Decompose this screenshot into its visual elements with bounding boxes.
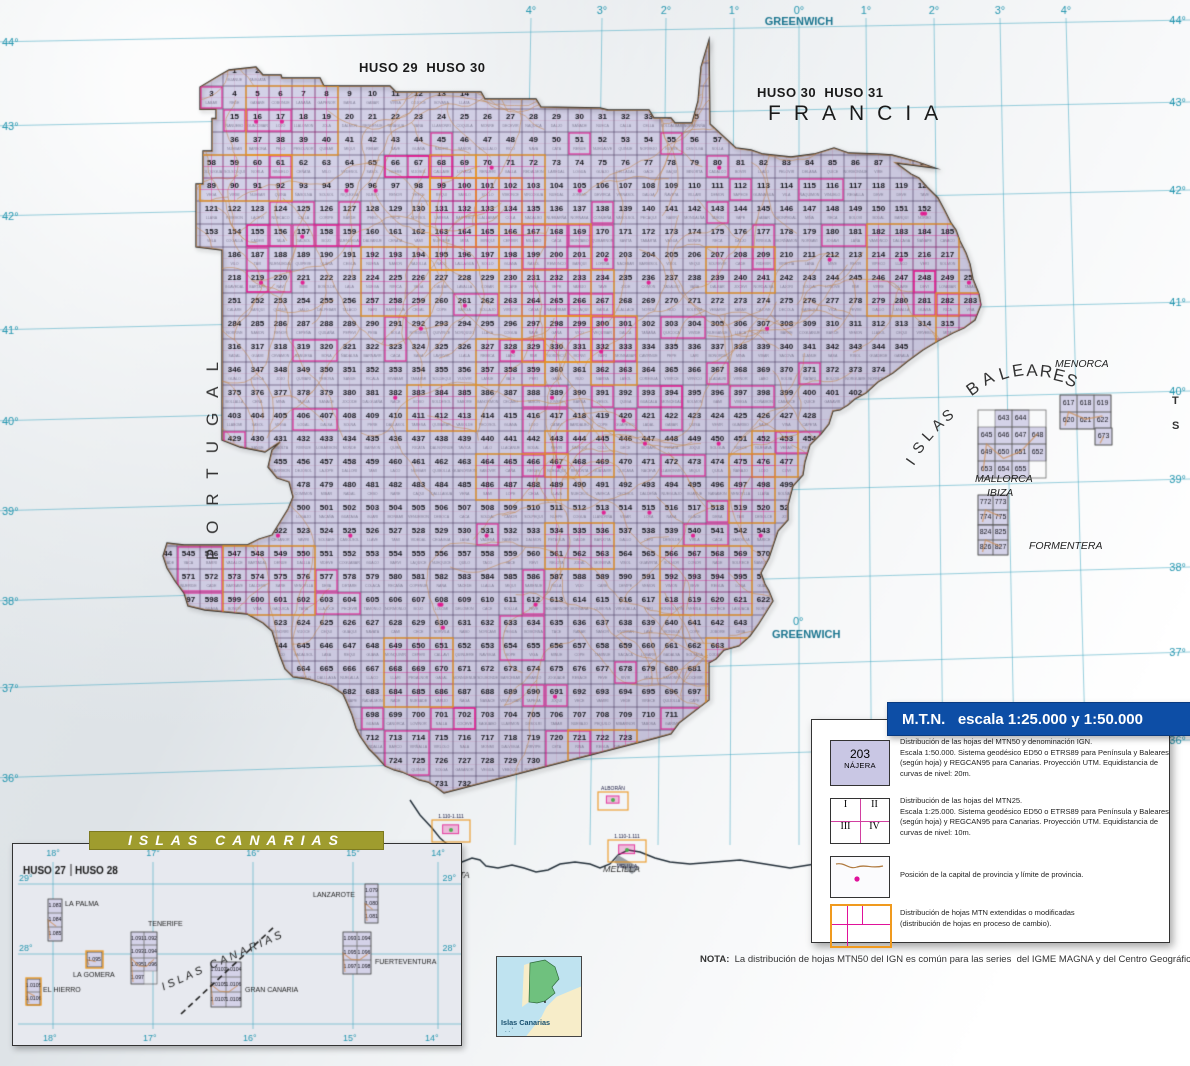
svg-text:Islas Canarias: Islas Canarias [501, 1018, 550, 1027]
svg-text:. . ': . . ' [505, 1028, 513, 1034]
